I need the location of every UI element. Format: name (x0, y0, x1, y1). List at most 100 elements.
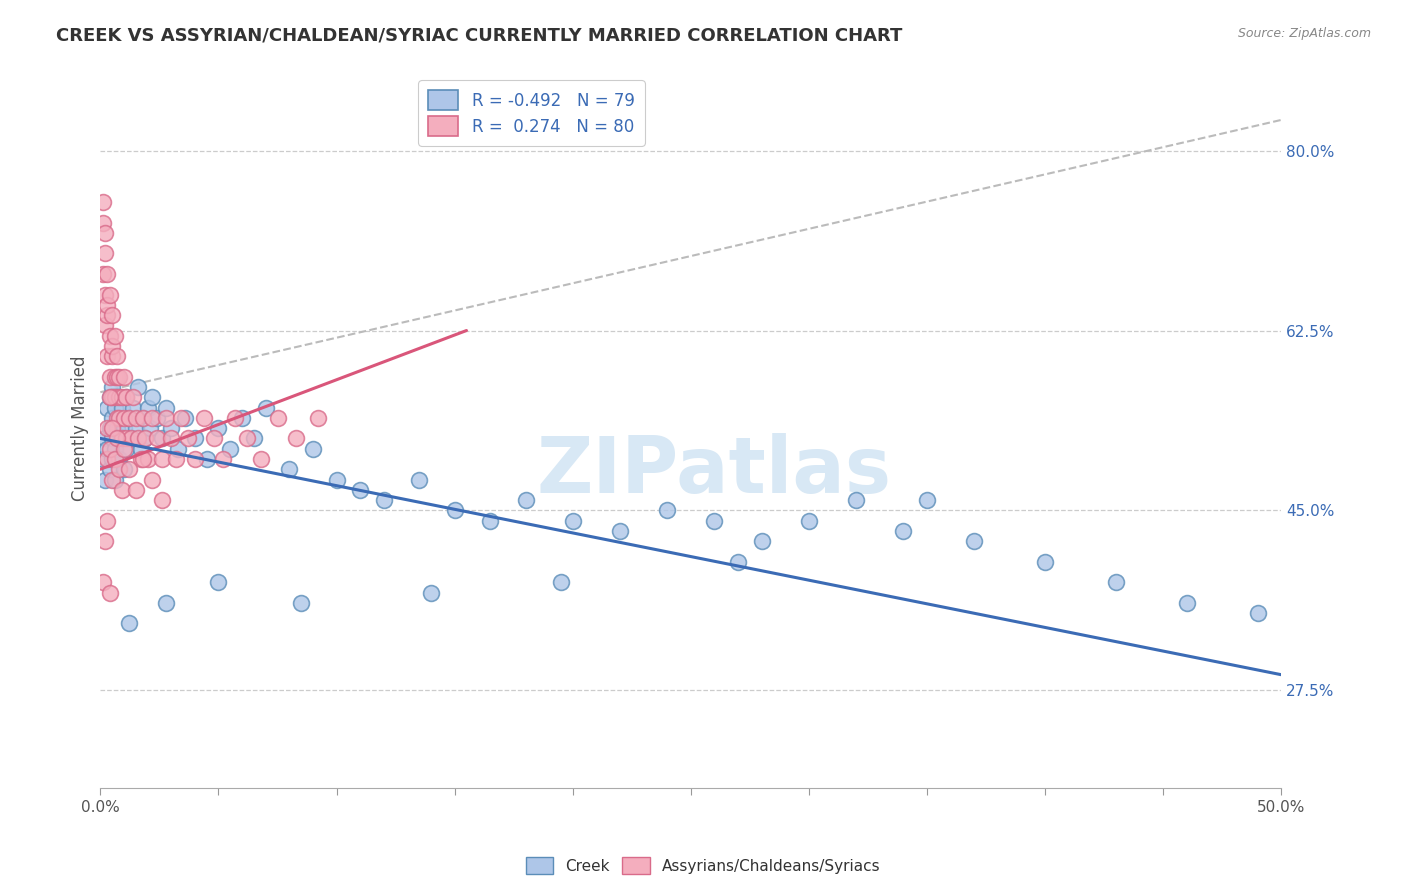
Point (91, 216, 114, 230)
Point (125, 483, 148, 497)
Point (845, 493, 868, 508)
Point (101, 421, 124, 435)
Point (98, 462, 121, 476)
Point (141, 473, 163, 487)
Point (103, 390, 125, 404)
Point (96, 452, 118, 467)
Point (118, 616, 141, 631)
Point (103, 401, 125, 415)
Point (129, 452, 152, 467)
Point (91, 195, 114, 210)
Point (105, 369, 128, 384)
Point (112, 421, 135, 435)
Point (797, 514, 820, 528)
Point (146, 431, 169, 445)
Point (160, 431, 183, 445)
Point (139, 421, 162, 435)
Point (105, 390, 128, 404)
Point (141, 390, 163, 404)
Point (127, 431, 149, 445)
Point (96, 308, 118, 322)
Point (1247, 606, 1270, 620)
Point (408, 473, 430, 487)
Point (98, 390, 121, 404)
Point (94, 287, 117, 301)
Point (893, 524, 915, 538)
Point (160, 421, 183, 435)
Point (96, 349, 118, 363)
Point (101, 380, 124, 394)
Point (231, 410, 253, 425)
Point (91, 575, 114, 590)
Point (561, 514, 583, 528)
Point (136, 401, 159, 415)
Point (103, 328, 125, 343)
Point (290, 596, 312, 610)
Point (91, 267, 114, 281)
Point (103, 452, 125, 467)
Point (184, 452, 207, 467)
Point (98, 287, 121, 301)
Point (132, 410, 155, 425)
Point (103, 473, 125, 487)
Point (110, 401, 132, 415)
Point (115, 431, 138, 445)
Point (94, 246, 117, 260)
Point (373, 493, 395, 508)
Point (443, 503, 465, 517)
Point (325, 473, 347, 487)
Point (349, 483, 371, 497)
Point (112, 369, 135, 384)
Point (278, 462, 301, 476)
Point (202, 431, 225, 445)
Point (98, 421, 121, 435)
Point (96, 421, 118, 435)
Point (177, 431, 200, 445)
Point (266, 410, 288, 425)
Point (207, 575, 229, 590)
Point (963, 534, 986, 549)
Point (120, 431, 142, 445)
Point (112, 462, 135, 476)
Text: ZIPatlas: ZIPatlas (537, 434, 891, 509)
Point (127, 380, 149, 394)
Point (174, 410, 197, 425)
Point (150, 493, 173, 508)
Point (243, 431, 266, 445)
Point (110, 390, 132, 404)
Point (101, 410, 124, 425)
Point (96, 267, 118, 281)
Point (120, 431, 142, 445)
Point (609, 524, 631, 538)
Point (155, 410, 177, 425)
Point (103, 442, 125, 456)
Text: Source: ZipAtlas.com: Source: ZipAtlas.com (1237, 27, 1371, 40)
Point (101, 452, 124, 467)
Point (115, 390, 138, 404)
Point (224, 410, 246, 425)
Point (207, 421, 229, 435)
Point (112, 410, 135, 425)
Point (420, 585, 443, 599)
Point (146, 410, 169, 425)
Point (155, 401, 177, 415)
Point (250, 452, 273, 467)
Point (193, 410, 215, 425)
Point (1033, 555, 1056, 569)
Text: CREEK VS ASSYRIAN/CHALDEAN/SYRIAC CURRENTLY MARRIED CORRELATION CHART: CREEK VS ASSYRIAN/CHALDEAN/SYRIAC CURREN… (56, 27, 903, 45)
Point (254, 401, 277, 415)
Point (108, 462, 131, 476)
Point (165, 452, 187, 467)
Point (915, 493, 938, 508)
Point (112, 442, 135, 456)
Point (118, 410, 141, 425)
Point (105, 410, 128, 425)
Point (101, 308, 124, 322)
Point (1175, 596, 1198, 610)
Point (96, 514, 118, 528)
Point (125, 421, 148, 435)
Point (101, 339, 124, 353)
Point (118, 410, 141, 425)
Legend: R = -0.492   N = 79, R =  0.274   N = 80: R = -0.492 N = 79, R = 0.274 N = 80 (419, 80, 644, 145)
Point (108, 369, 131, 384)
